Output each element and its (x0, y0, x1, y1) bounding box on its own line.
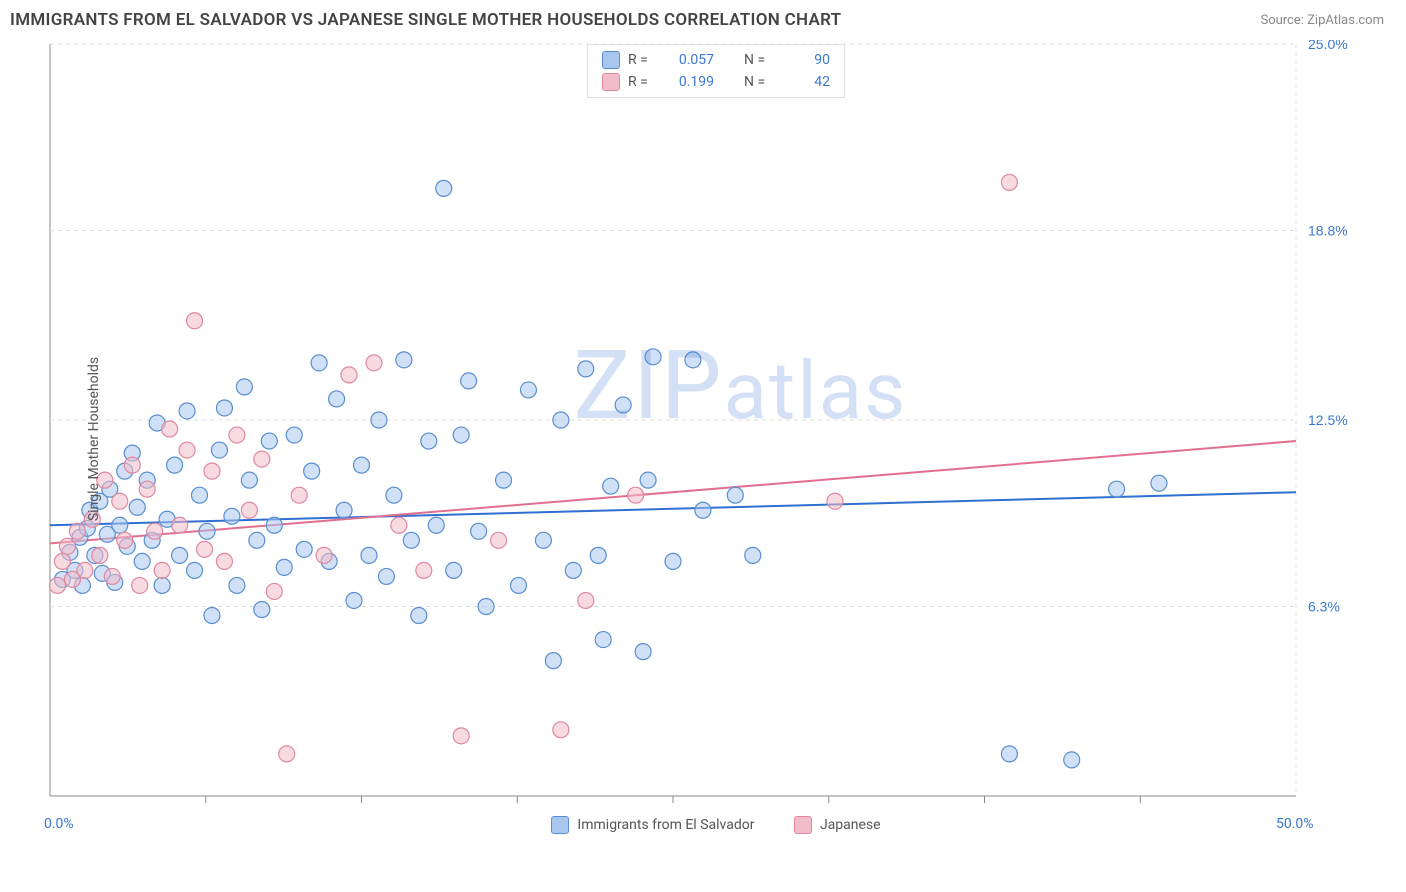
source-label: Source: ZipAtlas.com (1260, 13, 1384, 28)
x-axis-max-label: 50.0% (1276, 816, 1314, 832)
svg-text:12.5%: 12.5% (1308, 412, 1348, 428)
legend-swatch-icon (551, 816, 569, 834)
chart-title: IMMIGRANTS FROM EL SALVADOR VS JAPANESE … (10, 10, 841, 30)
svg-text:18.8%: 18.8% (1308, 222, 1348, 238)
legend-row-series-1: R = 0.199 N = 42 (602, 71, 830, 93)
n-value-0: 90 (780, 49, 830, 71)
n-value-1: 42 (780, 71, 830, 93)
svg-text:25.0%: 25.0% (1308, 40, 1348, 52)
legend-item-1: Japanese (794, 816, 881, 834)
y-axis-label: Single Mother Households (86, 357, 102, 521)
r-label: R = (628, 49, 656, 71)
svg-text:6.3%: 6.3% (1308, 598, 1340, 614)
legend-swatch-1 (602, 73, 620, 91)
legend-row-series-0: R = 0.057 N = 90 (602, 49, 830, 71)
legend-label-1: Japanese (820, 817, 881, 833)
legend-label-0: Immigrants from El Salvador (577, 817, 754, 833)
correlation-legend: R = 0.057 N = 90 R = 0.199 N = 42 (587, 44, 845, 98)
scatter-plot: 6.3% 12.5% 18.8% 25.0% (46, 40, 1366, 810)
legend-swatch-0 (602, 51, 620, 69)
n-label: N = (744, 71, 772, 93)
x-axis-min-label: 0.0% (44, 816, 74, 832)
legend-item-0: Immigrants from El Salvador (551, 816, 754, 834)
chart-container: Single Mother Households R = 0.057 N = 9… (46, 40, 1386, 838)
n-label: N = (744, 49, 772, 71)
series-legend: Immigrants from El Salvador Japanese (46, 816, 1386, 838)
r-value-0: 0.057 (664, 49, 714, 71)
r-value-1: 0.199 (664, 71, 714, 93)
r-label: R = (628, 71, 656, 93)
legend-swatch-icon (794, 816, 812, 834)
